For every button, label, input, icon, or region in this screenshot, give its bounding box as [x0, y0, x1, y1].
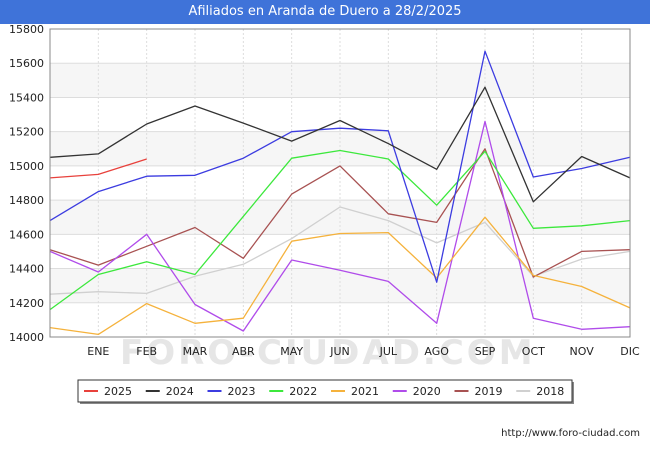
- y-tick-label: 15200: [9, 126, 44, 139]
- y-tick-label: 14000: [9, 331, 44, 344]
- legend-label-2022: 2022: [289, 385, 317, 398]
- y-tick-label: 15600: [9, 57, 44, 70]
- y-tick-label: 14600: [9, 228, 44, 241]
- legend-label-2023: 2023: [228, 385, 256, 398]
- x-tick-label: SEP: [475, 345, 496, 358]
- plot-frame: [49, 28, 631, 338]
- x-tick-label: ABR: [232, 345, 255, 358]
- legend-label-2018: 2018: [536, 385, 564, 398]
- x-tick-label: JUL: [379, 345, 398, 358]
- y-tick-label: 14200: [9, 297, 44, 310]
- plot-band: [50, 234, 630, 269]
- x-tick-label: OCT: [522, 345, 545, 358]
- y-tick-label: 15800: [9, 23, 44, 36]
- y-axis-ticks: 14000 14200 14400 14600 14800 15000 15200 15400…: [9, 23, 44, 344]
- x-tick-label: DIC: [620, 345, 640, 358]
- series-line-2022: [49, 149, 631, 311]
- legend-label-2019: 2019: [475, 385, 503, 398]
- legend: 2025 2024 2023 2022 2021 2020 2019 2018: [77, 379, 574, 404]
- watermark-text: FORO-CIUDAD.COM: [120, 333, 536, 373]
- x-tick-label: ENE: [87, 345, 109, 358]
- x-tick-label: AGO: [424, 345, 449, 358]
- x-tick-label: JUN: [329, 345, 350, 358]
- x-tick-label: MAY: [280, 345, 303, 358]
- legend-label-2020: 2020: [413, 385, 441, 398]
- series-line-2021: [49, 216, 631, 336]
- y-tick-label: 15000: [9, 160, 44, 173]
- chart-title: Afiliados en Aranda de Duero a 28/2/2025: [0, 0, 650, 24]
- series-line-2025: [49, 158, 147, 179]
- legend-label-2025: 2025: [104, 385, 132, 398]
- x-tick-label: NOV: [570, 345, 595, 358]
- plot-band: [50, 302, 630, 337]
- x-tick-label: FEB: [136, 345, 157, 358]
- y-tick-label: 14800: [9, 194, 44, 207]
- series-line-2020: [49, 120, 631, 332]
- x-axis-ticks: ENE FEB MAR ABR MAY JUN JUL AGO SEP OCT NOV DIC: [87, 345, 640, 358]
- series-lines: [49, 50, 631, 336]
- legend-box: [77, 379, 573, 403]
- series-line-2019: [49, 148, 631, 278]
- series-line-2024: [49, 86, 631, 203]
- plot-band: [50, 131, 630, 166]
- plot-band: [50, 63, 630, 98]
- source-url: http://www.foro-ciudad.com: [501, 428, 640, 439]
- x-tick-label: MAR: [183, 345, 208, 358]
- legend-label-2024: 2024: [166, 385, 194, 398]
- y-tick-label: 15400: [9, 91, 44, 104]
- y-tick-label: 14400: [9, 263, 44, 276]
- legend-label-2021: 2021: [351, 385, 379, 398]
- series-line-2023: [49, 50, 631, 283]
